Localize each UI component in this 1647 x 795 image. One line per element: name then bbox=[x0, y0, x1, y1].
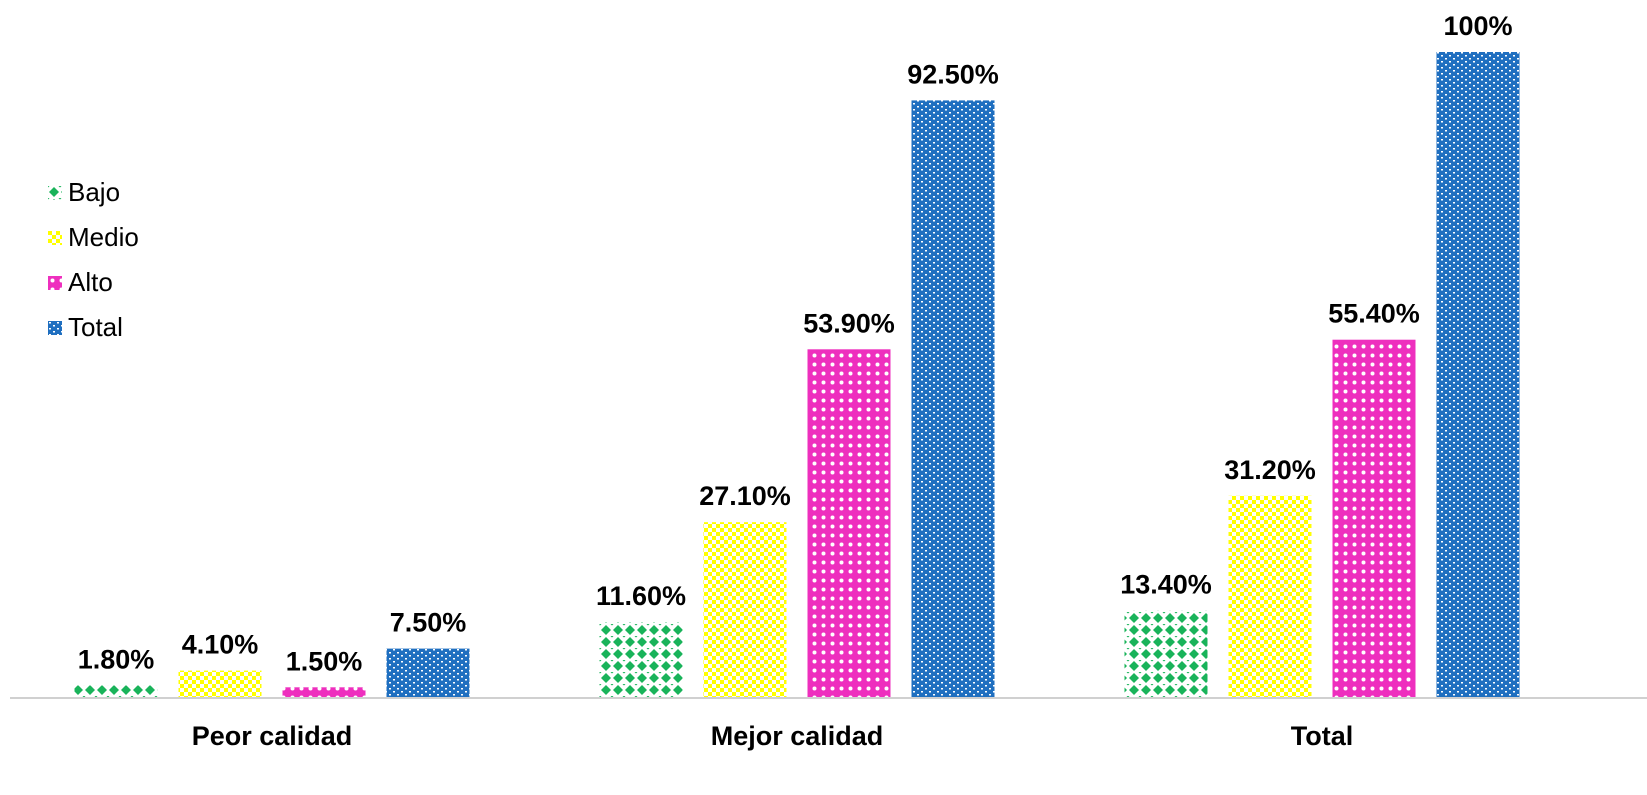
legend-label: Alto bbox=[68, 267, 113, 297]
legend-label: Total bbox=[68, 312, 123, 342]
data-label-medio-0: 4.10% bbox=[182, 630, 259, 660]
data-label-medio-2: 31.20% bbox=[1224, 455, 1316, 485]
data-label-bajo-0: 1.80% bbox=[78, 644, 155, 674]
bar-alto-1 bbox=[807, 349, 891, 697]
bar-total-0 bbox=[386, 648, 470, 697]
data-label-alto-1: 53.90% bbox=[803, 308, 895, 338]
bar-alto-0 bbox=[282, 687, 366, 697]
data-label-bajo-2: 13.40% bbox=[1120, 570, 1212, 600]
category-label-0: Peor calidad bbox=[192, 721, 353, 751]
legend-item-alto: Alto bbox=[48, 260, 139, 305]
bar-medio-0 bbox=[178, 670, 262, 697]
data-label-bajo-1: 11.60% bbox=[596, 581, 686, 611]
category-labels-layer: Peor calidad Mejor calidad Total bbox=[192, 721, 1354, 751]
legend-item-total: Total bbox=[48, 305, 139, 350]
legend-swatch-alto bbox=[48, 275, 62, 290]
data-label-medio-1: 27.10% bbox=[699, 481, 791, 511]
data-label-total-0: 7.50% bbox=[390, 608, 467, 638]
legend-label: Medio bbox=[68, 222, 139, 252]
bar-bajo-0 bbox=[74, 685, 158, 697]
legend-swatch-total bbox=[48, 320, 62, 335]
legend-swatch-bajo bbox=[48, 185, 62, 200]
bar-bajo-2 bbox=[1124, 610, 1208, 697]
category-label-1: Mejor calidad bbox=[711, 721, 884, 751]
data-label-alto-0: 1.50% bbox=[286, 646, 363, 676]
bar-alto-2 bbox=[1332, 339, 1416, 697]
bars-layer bbox=[74, 52, 1520, 697]
legend-label: Bajo bbox=[68, 177, 121, 207]
data-labels-layer: 1.80% 4.10% 1.50% 7.50% 11.60% 27.10% 53.90% 92… bbox=[78, 11, 1513, 676]
bar-medio-2 bbox=[1228, 495, 1312, 697]
bar-bajo-1 bbox=[599, 622, 683, 697]
legend-item-bajo: Bajo bbox=[48, 170, 139, 215]
legend-swatch-medio bbox=[48, 230, 62, 245]
data-label-total-1: 92.50% bbox=[907, 59, 999, 89]
data-label-total-2: 100% bbox=[1443, 11, 1512, 41]
legend-item-medio: Medio bbox=[48, 215, 139, 260]
bar-total-1 bbox=[911, 100, 995, 697]
category-label-2: Total bbox=[1291, 721, 1354, 751]
bar-total-2 bbox=[1436, 52, 1520, 697]
data-label-alto-2: 55.40% bbox=[1328, 299, 1420, 329]
bar-medio-1 bbox=[703, 522, 787, 697]
legend: Bajo Medio Alto Total bbox=[48, 170, 139, 350]
